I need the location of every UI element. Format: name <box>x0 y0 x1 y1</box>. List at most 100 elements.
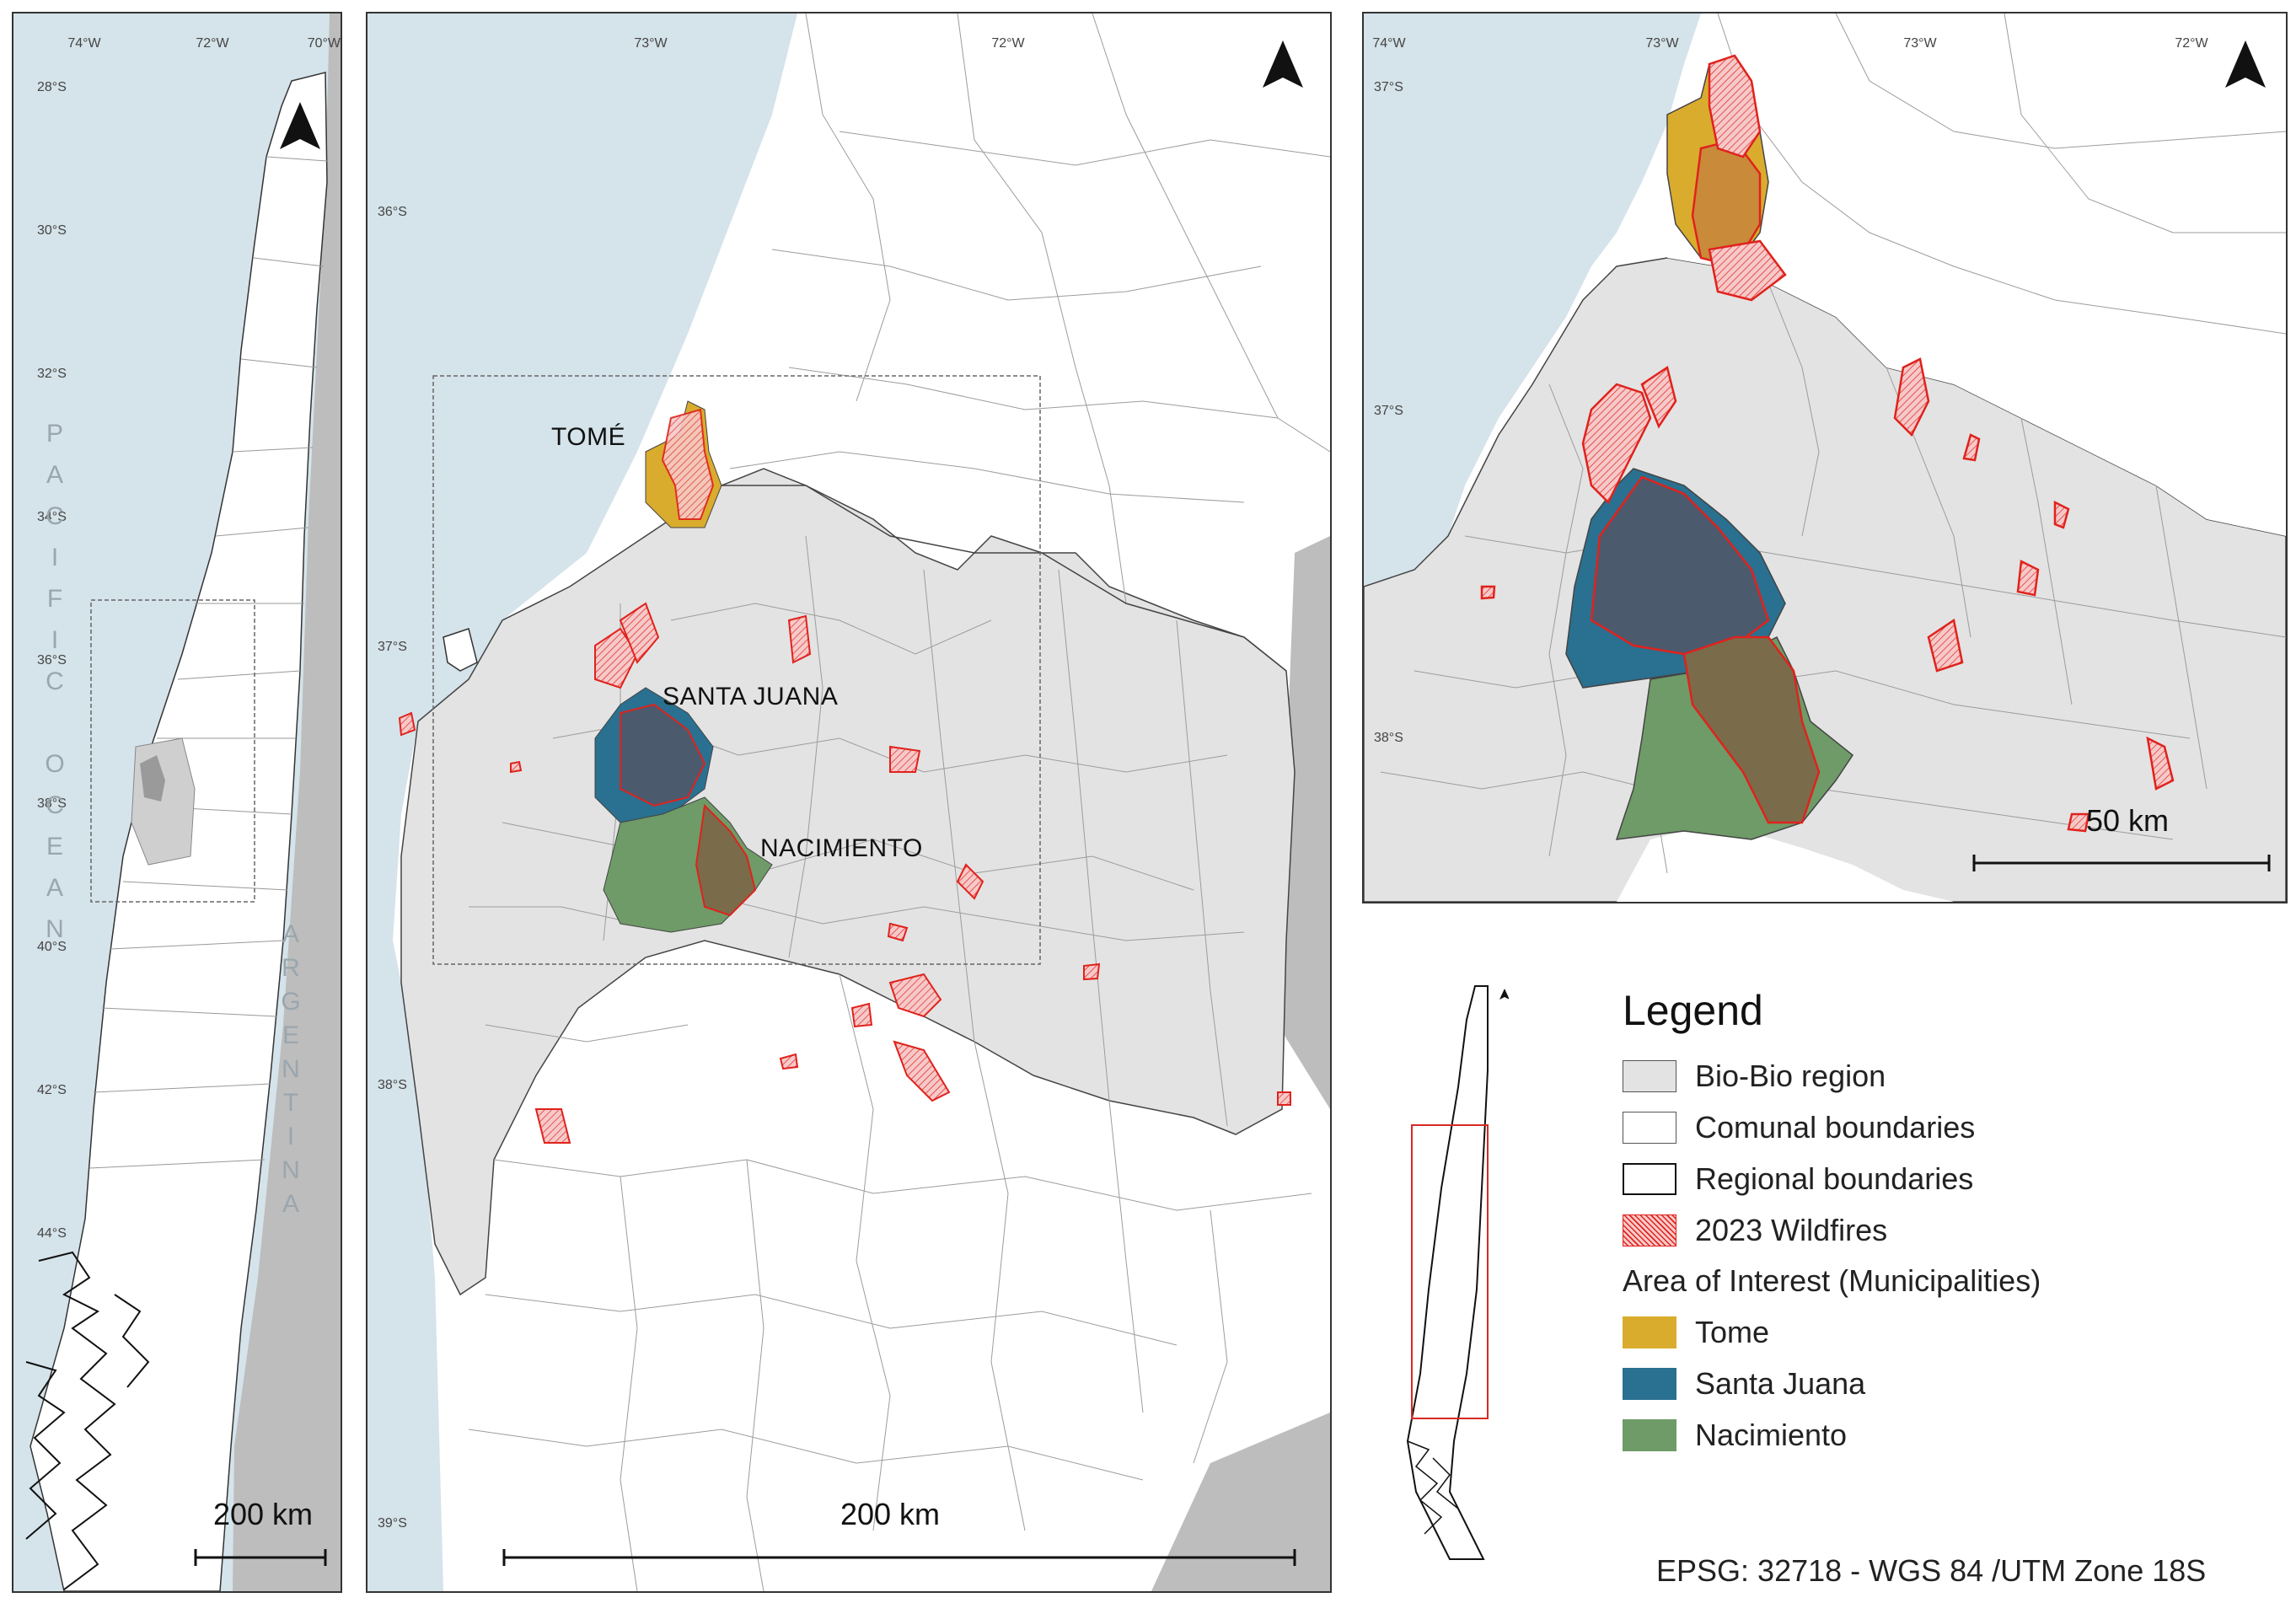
lon-label: 72°W <box>196 36 229 51</box>
ocean-label-letter: C <box>46 791 66 819</box>
wildfire-patches <box>1480 357 2175 833</box>
scale-bar: 200 km <box>194 1497 327 1566</box>
legend-swatch <box>1623 1367 1676 1400</box>
legend-swatch <box>1623 1162 1676 1195</box>
lon-label: 72°W <box>991 36 1025 51</box>
legend-label: Santa Juana <box>1695 1365 1866 1401</box>
lat-label: 37°S <box>378 640 407 654</box>
place-label-santa-juana: SANTA JUANA <box>663 683 838 710</box>
lat-label: 38°S <box>1374 731 1403 745</box>
ocean-area <box>1364 13 1701 587</box>
lon-label: 74°W <box>67 36 101 51</box>
lat-label: 37°S <box>1374 80 1403 94</box>
legend-swatch <box>1623 1418 1676 1451</box>
legend-aoi-item: Nacimiento <box>1623 1409 2263 1461</box>
scale-bar-label: 50 km <box>2086 803 2169 838</box>
legend-aoi-item: Santa Juana <box>1623 1358 2263 1409</box>
regional-inset-frame <box>432 375 1041 965</box>
scale-bar: 200 km <box>502 1497 1296 1566</box>
country-label-letter: N <box>282 1156 302 1184</box>
lat-label: 34°S <box>37 510 67 524</box>
country-label-letter: E <box>282 1021 301 1049</box>
lat-label: 30°S <box>37 223 67 238</box>
locator-fjords <box>1407 1440 1459 1535</box>
lat-label: 39°S <box>378 1516 407 1531</box>
legend-swatch <box>1623 1316 1676 1348</box>
legend-aoi-heading: Area of Interest (Municipalities) <box>1623 1263 2041 1298</box>
ocean-label-letter: P <box>46 420 65 448</box>
place-label-nacimiento: NACIMIENTO <box>760 834 923 862</box>
regional-map-panel[interactable]: TOMÉ SANTA JUANA NACIMIENTO 73°W 72°W 36… <box>366 12 1332 1593</box>
legend-label: 2023 Wildfires <box>1695 1212 1888 1247</box>
lat-label: 37°S <box>1374 404 1403 418</box>
legend-label: Tome <box>1695 1314 1770 1349</box>
detail-map: 74°W 73°W 73°W 72°W 37°S 37°S 38°S 50 km <box>1364 13 2286 902</box>
ocean-label-letter: N <box>46 915 66 943</box>
ocean-label-letter: F <box>47 585 64 613</box>
lon-label: 70°W <box>308 36 341 51</box>
north-arrow-icon <box>280 102 320 149</box>
country-label-letter: A <box>282 920 301 948</box>
ocean-label-letter: O <box>45 750 66 778</box>
detail-map-panel[interactable]: 74°W 73°W 73°W 72°W 37°S 37°S 38°S 50 km <box>1362 12 2288 903</box>
lat-label: 36°S <box>37 653 67 667</box>
lat-labels: 28°S 30°S 32°S 34°S 36°S 38°S 40°S 42°S … <box>37 80 67 1241</box>
legend-swatch <box>1623 1214 1676 1246</box>
place-label-tome: TOMÉ <box>551 423 625 451</box>
legend-label: Comunal boundaries <box>1695 1109 1976 1145</box>
lon-label: 74°W <box>1372 36 1406 51</box>
lat-label: 36°S <box>378 205 407 219</box>
crs-label: EPSG: 32718 - WGS 84 /UTM Zone 18S <box>1656 1553 2207 1588</box>
legend-label: Nacimiento <box>1695 1417 1848 1452</box>
locator-map <box>1406 985 1509 1560</box>
locator-north-arrow-icon <box>1499 989 1509 1000</box>
lat-label: 38°S <box>378 1078 407 1092</box>
lat-label: 44°S <box>37 1226 67 1241</box>
ocean-area <box>367 13 797 1591</box>
country-label-letter: R <box>282 954 302 982</box>
overview-aoi-highlight <box>140 755 165 802</box>
legend-item: Regional boundaries <box>1623 1153 2263 1204</box>
scale-bar: 50 km <box>1972 803 2271 871</box>
legend-item: 2023 Wildfires <box>1623 1204 2263 1256</box>
lon-label: 73°W <box>1903 36 1937 51</box>
overview-map-panel[interactable]: 74°W 72°W 70°W 28°S 30°S 32°S 34°S 36°S … <box>12 12 342 1593</box>
locator-chile-outline <box>1406 985 1489 1560</box>
country-label-letter: T <box>283 1089 300 1117</box>
scale-bar-label: 200 km <box>213 1497 313 1531</box>
regional-map: TOMÉ SANTA JUANA NACIMIENTO 73°W 72°W 36… <box>367 13 1330 1591</box>
lat-label: 38°S <box>37 796 67 811</box>
ocean-label-letter: I <box>51 626 60 654</box>
north-arrow-icon <box>1263 40 1303 88</box>
regional-boundary <box>722 485 1287 672</box>
ocean-label-letter: C <box>46 502 66 530</box>
overview-fjord-coastline <box>25 1251 150 1590</box>
locator-frame <box>1411 1124 1489 1419</box>
lat-label: 40°S <box>37 940 67 954</box>
legend-aoi-item: Tome <box>1623 1306 2263 1358</box>
legend-label: Regional boundaries <box>1695 1161 1974 1196</box>
legend-label: Bio-Bio region <box>1695 1058 1886 1093</box>
wildfire-patches <box>398 602 1291 1144</box>
overview-map: 74°W 72°W 70°W 28°S 30°S 32°S 34°S 36°S … <box>13 13 341 1591</box>
country-label-letter: N <box>282 1055 302 1083</box>
legend: Legend Bio-Bio region Comunal boundaries R… <box>1623 986 2263 1461</box>
lat-label: 32°S <box>37 367 67 381</box>
ocean-label-letter: C <box>46 667 66 695</box>
legend-item: Comunal boundaries <box>1623 1102 2263 1153</box>
legend-swatch <box>1623 1059 1676 1092</box>
country-label-letter: I <box>287 1123 296 1150</box>
legend-swatch <box>1623 1111 1676 1144</box>
lon-label: 72°W <box>2175 36 2208 51</box>
argentina-area <box>1278 536 1330 1109</box>
lat-label: 42°S <box>37 1083 67 1097</box>
scale-bar-label: 200 km <box>840 1497 940 1531</box>
overview-biobio-region <box>131 737 196 866</box>
ocean-label-letter: A <box>46 461 65 489</box>
legend-item: Bio-Bio region <box>1623 1050 2263 1102</box>
ocean-label-letter: A <box>46 874 65 902</box>
country-label-letter: G <box>281 988 302 1016</box>
ocean-label-letter: I <box>51 544 60 571</box>
